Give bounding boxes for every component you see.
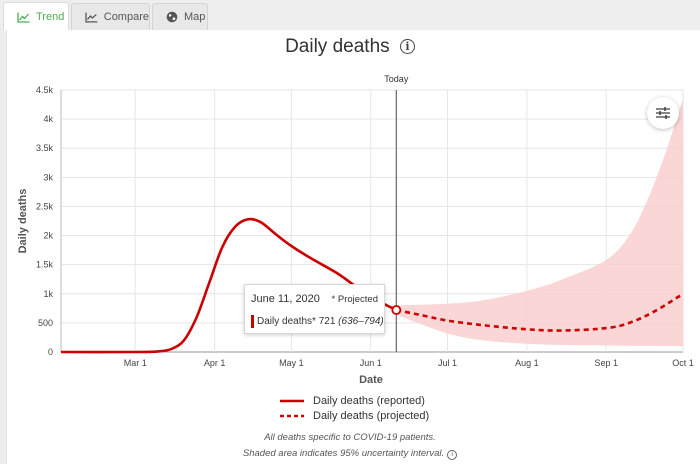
tooltip-range: (636–794) [338, 316, 384, 327]
legend-label-reported: Daily deaths (reported) [313, 394, 425, 407]
tab-map[interactable]: Map [152, 3, 208, 30]
y-axis-label: Daily deaths [17, 189, 29, 254]
tooltip-series-label: Daily deaths* [257, 316, 316, 327]
legend-item-reported[interactable]: Daily deaths (reported) [280, 393, 429, 408]
footnote-info-icon[interactable]: i [447, 450, 458, 460]
tab-trend[interactable]: Trend [3, 2, 69, 31]
today-point-marker [391, 305, 402, 315]
x-axis-label: Date [359, 374, 383, 386]
chart-compare-icon [85, 12, 98, 23]
uncertainty-band [396, 98, 683, 347]
x-tick-label-4: Jul 1 [438, 358, 457, 368]
footnote-1: All deaths specific to COVID-19 patients… [264, 432, 436, 443]
x-tick-label-7: Oct 1 [672, 358, 694, 368]
y-tick-label-7: 3.5k [36, 143, 54, 153]
y-tick-label-4: 2k [43, 231, 53, 241]
tab-trend-label: Trend [36, 11, 65, 23]
tooltip-value: 721 [318, 316, 336, 327]
tab-map-label: Map [184, 11, 206, 23]
y-tick-label-8: 4k [43, 114, 53, 124]
info-icon[interactable]: i [399, 39, 415, 54]
tab-compare[interactable]: Compare [71, 3, 150, 30]
globe-icon [166, 11, 178, 23]
today-label: Today [384, 74, 409, 84]
y-tick-label-6: 3k [43, 172, 53, 182]
tooltip-projected-marker: * Projected [331, 294, 378, 305]
chart-panel [6, 30, 700, 464]
x-tick-label-5: Aug 1 [515, 358, 539, 368]
legend-label-projected: Daily deaths (projected) [313, 409, 430, 422]
chart-legend: Daily deaths (reported) Daily deaths (pr… [280, 393, 429, 423]
footnote-2: Shaded area indicates 95% uncertainty in… [0, 448, 700, 460]
legend-swatch-solid [280, 399, 304, 402]
chart-tooltip: June 11, 2020 * Projected Daily deaths* … [244, 284, 385, 334]
x-tick-label-2: May 1 [279, 358, 304, 368]
tab-compare-label: Compare [103, 11, 149, 23]
reported-series-line [60, 217, 397, 354]
tooltip-series-swatch [251, 315, 254, 328]
y-tick-label-5: 2.5k [36, 201, 54, 211]
chart-settings-button[interactable] [647, 97, 679, 129]
y-tick-label-0: 0 [48, 347, 53, 357]
legend-item-projected[interactable]: Daily deaths (projected) [280, 408, 429, 423]
footnote-2-text: Shaded area indicates 95% uncertainty in… [242, 448, 445, 459]
y-tick-label-3: 1.5k [36, 260, 54, 270]
y-tick-label-1: 500 [38, 318, 53, 328]
sliders-icon [656, 107, 670, 119]
view-tabs: Trend Compare Map [0, 0, 700, 31]
x-tick-label-0: Mar 1 [124, 358, 147, 368]
tooltip-date: June 11, 2020 [251, 293, 320, 305]
tooltip-value-line: Daily deaths* 721 (636–794) [257, 316, 384, 327]
projected-series-line [396, 292, 684, 332]
legend-swatch-dashed [280, 414, 304, 417]
x-tick-label-6: Sep 1 [594, 358, 618, 368]
chart-title-row: Daily deaths i [0, 36, 700, 58]
chart-title: Daily deaths [285, 36, 390, 57]
y-tick-label-2: 1k [43, 289, 53, 299]
y-tick-label-9: 4.5k [36, 85, 54, 95]
x-tick-label-1: Apr 1 [204, 358, 226, 368]
line-chart-icon [17, 12, 30, 23]
x-tick-label-3: Jun 1 [360, 358, 382, 368]
